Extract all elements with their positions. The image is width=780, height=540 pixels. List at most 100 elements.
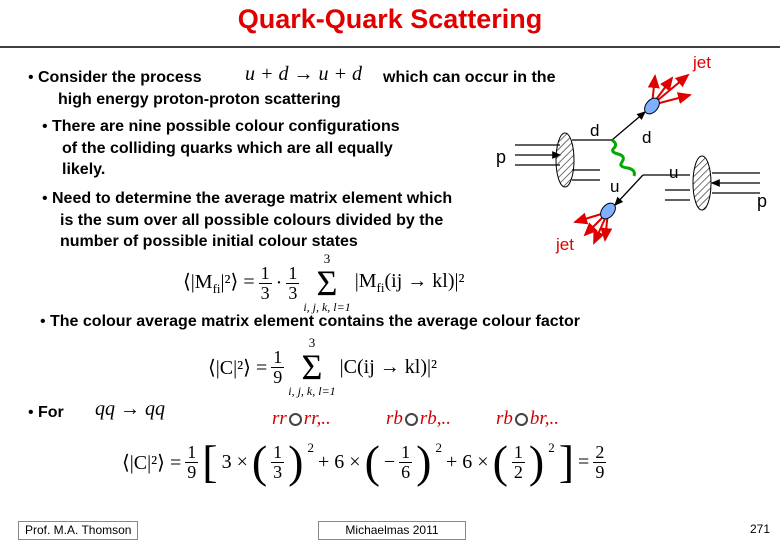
- t: + 6 ×: [318, 450, 361, 473]
- t: ⟨|C|²⟩ =: [122, 451, 182, 474]
- t: ): [528, 436, 545, 487]
- t: (ij → kl)|²: [384, 270, 465, 292]
- footer-author: Prof. M.A. Thomson: [18, 521, 139, 540]
- line: likely.: [62, 161, 106, 178]
- line: There are nine possible colour configura…: [52, 118, 400, 135]
- line: is the sum over all possible colours div…: [60, 211, 444, 229]
- t: 2: [548, 440, 555, 455]
- bullet: For: [28, 402, 64, 424]
- num: 2: [593, 441, 607, 463]
- label: jet: [692, 53, 711, 72]
- t: rr,..: [303, 408, 331, 429]
- t: |²⟩ =: [220, 271, 255, 293]
- t: rb: [496, 408, 513, 429]
- t: 2: [307, 440, 315, 455]
- den: 9: [273, 366, 283, 387]
- gluon: [611, 138, 636, 177]
- quark-blob: [600, 202, 616, 220]
- colour-example: rb rb,..: [386, 408, 451, 430]
- t: ): [416, 436, 432, 487]
- t: |C(ij → kl)|²: [339, 355, 438, 378]
- jets: [573, 73, 692, 245]
- bullet: The colour average matrix element contai…: [40, 311, 580, 333]
- t: ·: [275, 271, 283, 294]
- label: jet: [555, 235, 574, 254]
- den: 3: [273, 461, 283, 482]
- t: ⟨|M: [183, 271, 213, 293]
- formula: qq → qq: [95, 398, 165, 420]
- t: =: [578, 450, 590, 473]
- den: 6: [401, 461, 411, 482]
- t: (: [251, 436, 268, 487]
- proton-blob: [555, 132, 575, 188]
- f: ⟨|Mfi|²⟩ =: [183, 269, 255, 297]
- line: Need to determine the average matrix ele…: [52, 190, 453, 207]
- f: |Mfi(ij → kl)|²: [355, 270, 465, 296]
- label: u: [610, 177, 619, 196]
- label: p: [757, 191, 767, 211]
- t: 3: [308, 335, 316, 350]
- num: 1: [399, 441, 413, 463]
- t: 2: [435, 440, 443, 455]
- den: 3: [260, 282, 270, 303]
- colour-example: rr rr,..: [272, 408, 331, 430]
- line: of the colliding quarks which are all eq…: [62, 139, 393, 157]
- footer-term: Michaelmas 2011: [318, 521, 466, 540]
- t: −: [383, 450, 396, 473]
- t: (: [492, 436, 508, 487]
- den: 9: [187, 461, 197, 482]
- t: 3 ×: [221, 450, 248, 473]
- formula: u + d → u + d: [245, 63, 362, 85]
- label: p: [496, 147, 506, 167]
- quark-blob: [644, 97, 660, 115]
- num: 1: [271, 346, 285, 368]
- text: high energy proton-proton scattering: [58, 91, 341, 108]
- t: rb: [386, 408, 403, 429]
- num: 1: [286, 262, 300, 284]
- title: Quark-Quark Scattering: [237, 4, 543, 34]
- t: fi: [376, 280, 385, 295]
- bullet: There are nine possible colour configura…: [42, 116, 400, 181]
- t: br,..: [529, 408, 559, 429]
- t: Σ: [316, 263, 338, 303]
- num: 1: [185, 441, 199, 463]
- den: 3: [288, 282, 298, 303]
- t: |M: [354, 270, 377, 292]
- page-number: 271: [750, 522, 771, 536]
- t: rr: [272, 408, 287, 429]
- t: + 6 ×: [446, 450, 489, 473]
- t: ): [288, 436, 304, 487]
- bullet: Consider the process: [28, 67, 202, 89]
- den: 9: [595, 461, 605, 482]
- lines: [515, 111, 760, 206]
- label: d: [590, 121, 599, 140]
- num: 1: [511, 441, 525, 463]
- num: 1: [271, 441, 285, 463]
- label: u: [669, 163, 678, 182]
- bullet: Need to determine the average matrix ele…: [42, 188, 453, 253]
- den: 2: [513, 461, 523, 482]
- line: number of possible initial colour states: [60, 233, 358, 250]
- t: [: [202, 436, 218, 487]
- num: 1: [258, 262, 272, 284]
- proton-blob: [692, 155, 712, 211]
- text: which can occur in the: [383, 69, 556, 86]
- t: fi: [212, 281, 221, 296]
- t: ⟨|C|²⟩ =: [208, 356, 268, 379]
- colour-example: rb br,..: [496, 408, 559, 430]
- t: (: [364, 436, 380, 487]
